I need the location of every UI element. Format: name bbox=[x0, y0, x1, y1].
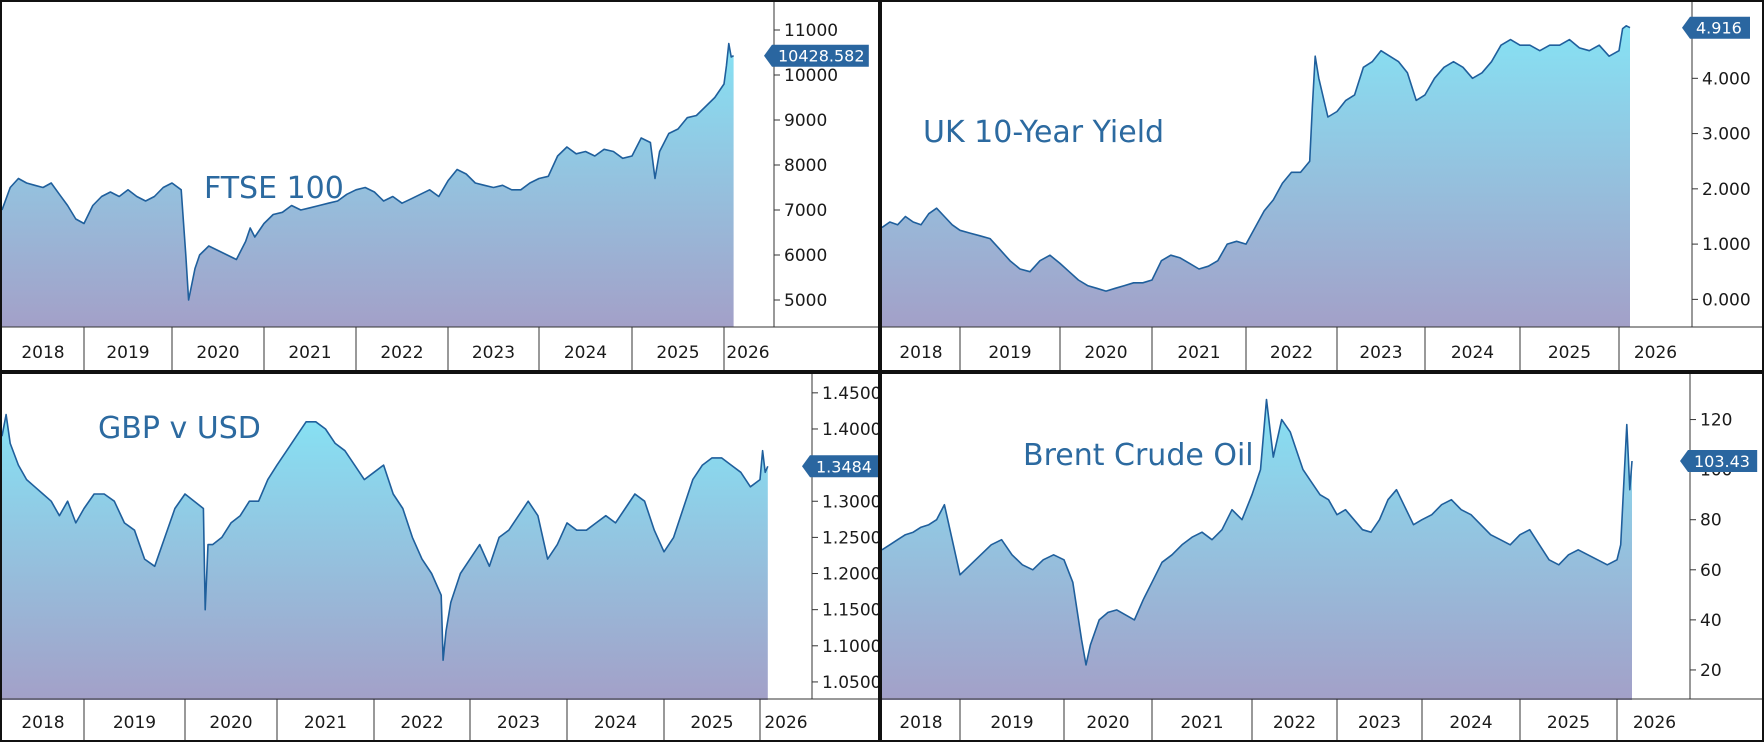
y-tick-label: 2.000 bbox=[1702, 180, 1751, 200]
y-tick-label: 3.000 bbox=[1702, 125, 1751, 145]
y-tick-label: 60 bbox=[1700, 561, 1722, 581]
y-tick-label: 4.000 bbox=[1702, 69, 1751, 89]
x-tick-label: 2026 bbox=[726, 343, 769, 363]
y-tick-label: 0.000 bbox=[1702, 290, 1751, 310]
y-tick-label: 40 bbox=[1700, 611, 1722, 631]
x-tick-label: 2018 bbox=[899, 713, 942, 733]
y-tick-label: 20 bbox=[1700, 661, 1722, 681]
x-tick-label: 2025 bbox=[690, 713, 733, 733]
y-tick-label: 1.1000 bbox=[822, 637, 878, 657]
y-tick-label: 1.000 bbox=[1702, 235, 1751, 255]
x-tick-label: 2023 bbox=[1359, 343, 1402, 363]
last-value-label: 10428.582 bbox=[778, 47, 865, 66]
y-tick-label: 1.2500 bbox=[822, 528, 878, 548]
gbp-v-usd-panel: 2018 2019 2020 2021 2022 2023 2024 2025 2026 1.05… bbox=[0, 372, 880, 742]
y-tick-label: 8000 bbox=[784, 156, 827, 176]
x-tick-label: 2018 bbox=[899, 343, 942, 363]
y-tick-label: 80 bbox=[1700, 511, 1722, 531]
last-value-label: 4.916 bbox=[1696, 19, 1742, 38]
x-tick-label: 2022 bbox=[400, 713, 443, 733]
x-tick-label: 2022 bbox=[1273, 713, 1316, 733]
chart-title: FTSE 100 bbox=[204, 171, 344, 206]
x-tick-label: 2021 bbox=[1177, 343, 1220, 363]
x-tick-label: 2020 bbox=[1086, 713, 1129, 733]
y-tick-label: 1.4000 bbox=[822, 420, 878, 440]
last-value-label: 1.3484 bbox=[816, 457, 872, 476]
brent-crude-oil-panel: 2018 2019 2020 2021 2022 2023 2024 2025 2026 20 40… bbox=[880, 372, 1764, 742]
brent-crude-oil-chart: 2018 2019 2020 2021 2022 2023 2024 2025 2026 20 40… bbox=[882, 374, 1762, 740]
gbp-v-usd-chart: 2018 2019 2020 2021 2022 2023 2024 2025 2026 1.05… bbox=[2, 374, 878, 740]
last-value-badge bbox=[802, 455, 878, 478]
y-tick-label: 6000 bbox=[784, 246, 827, 266]
y-tick-label: 7000 bbox=[784, 201, 827, 221]
series-area bbox=[882, 25, 1630, 328]
uk-10-year-yield-panel: 2018 2019 2020 2021 2022 2023 2024 2025 2026 0.00… bbox=[880, 0, 1764, 372]
x-tick-label: 2024 bbox=[1449, 713, 1492, 733]
x-tick-label: 2021 bbox=[288, 343, 331, 363]
series-area bbox=[882, 399, 1632, 700]
series-line bbox=[882, 398, 1633, 666]
y-tick-label: 9000 bbox=[784, 111, 827, 131]
x-tick-label: 2026 bbox=[1633, 713, 1676, 733]
chart-title: Brent Crude Oil bbox=[1023, 438, 1254, 473]
y-tick-label: 1.0500 bbox=[822, 673, 878, 693]
x-tick-label: 2025 bbox=[656, 343, 699, 363]
x-tick-label: 2024 bbox=[564, 343, 607, 363]
x-tick-label: 2020 bbox=[196, 343, 239, 363]
x-tick-label: 2021 bbox=[1180, 713, 1223, 733]
x-tick-label: 2023 bbox=[497, 713, 540, 733]
y-tick-label: 1.3000 bbox=[822, 492, 878, 512]
ftse-100-chart: 2018 2019 2020 2021 2022 2023 2024 2025 2026 5000… bbox=[2, 2, 878, 370]
x-tick-label: 2018 bbox=[21, 343, 64, 363]
y-tick-label: 120 bbox=[1700, 411, 1732, 431]
last-value-badge bbox=[1682, 16, 1750, 39]
x-tick-label: 2026 bbox=[764, 713, 807, 733]
series-area bbox=[2, 43, 734, 327]
x-tick-label: 2025 bbox=[1548, 343, 1591, 363]
x-tick-label: 2020 bbox=[209, 713, 252, 733]
series-area bbox=[2, 414, 768, 700]
ftse-100-panel: 2018 2019 2020 2021 2022 2023 2024 2025 2026 5000… bbox=[0, 0, 880, 372]
x-tick-label: 2018 bbox=[21, 713, 64, 733]
uk-10-year-yield-chart: 2018 2019 2020 2021 2022 2023 2024 2025 2026 0.00… bbox=[882, 2, 1762, 370]
chart-title: GBP v USD bbox=[98, 411, 261, 446]
x-tick-label: 2019 bbox=[990, 713, 1033, 733]
x-tick-label: 2020 bbox=[1084, 343, 1127, 363]
x-tick-label: 2025 bbox=[1547, 713, 1590, 733]
last-value-badge bbox=[764, 44, 869, 67]
x-tick-label: 2023 bbox=[472, 343, 515, 363]
y-tick-label: 10000 bbox=[784, 66, 838, 86]
series-line bbox=[882, 25, 1631, 292]
x-tick-label: 2026 bbox=[1634, 343, 1677, 363]
y-tick-label: 1.1500 bbox=[822, 601, 878, 621]
x-tick-label: 2023 bbox=[1358, 713, 1401, 733]
x-tick-label: 2019 bbox=[106, 343, 149, 363]
y-tick-label: 1.2000 bbox=[822, 565, 878, 585]
x-tick-label: 2019 bbox=[113, 713, 156, 733]
y-tick-label: 5000 bbox=[784, 291, 827, 311]
x-tick-label: 2022 bbox=[1270, 343, 1313, 363]
x-tick-label: 2024 bbox=[594, 713, 637, 733]
series-line bbox=[2, 42, 734, 301]
last-value-badge bbox=[1680, 450, 1758, 473]
y-tick-label: 1.4500 bbox=[822, 384, 878, 404]
x-tick-label: 2024 bbox=[1451, 343, 1494, 363]
chart-title: UK 10-Year Yield bbox=[923, 115, 1164, 150]
x-tick-label: 2021 bbox=[304, 713, 347, 733]
last-value-label: 103.43 bbox=[1694, 452, 1750, 471]
x-tick-label: 2022 bbox=[380, 343, 423, 363]
x-tick-label: 2019 bbox=[988, 343, 1031, 363]
y-tick-label: 11000 bbox=[784, 21, 838, 41]
